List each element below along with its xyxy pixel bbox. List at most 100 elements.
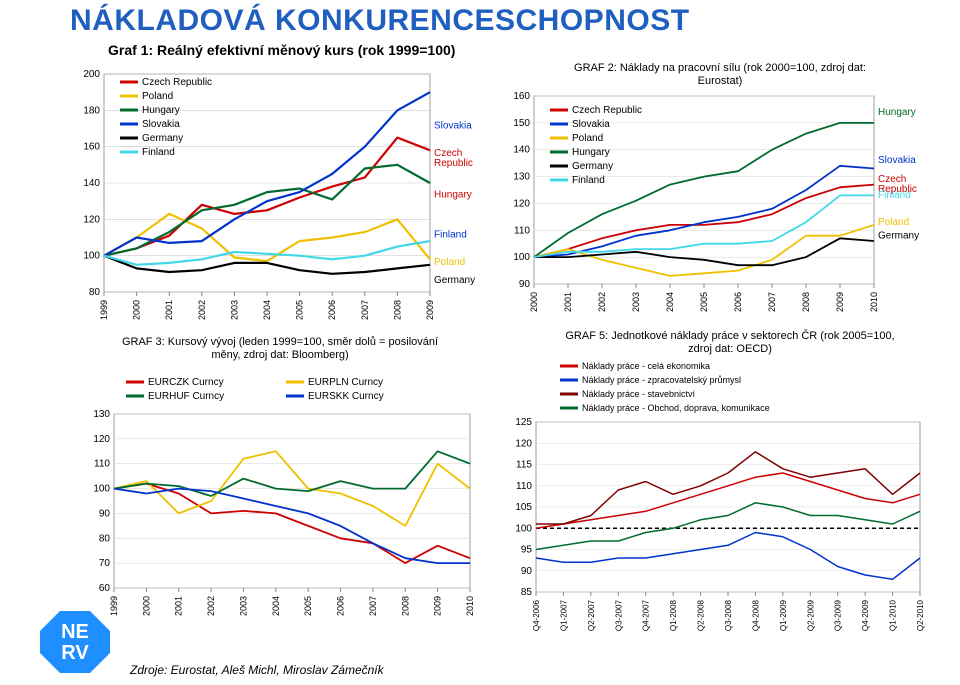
svg-text:Hungary: Hungary [142,105,180,116]
svg-text:Q4-2009: Q4-2009 [861,599,870,631]
svg-text:Náklady práce - Obchod, doprav: Náklady práce - Obchod, doprava, komunik… [582,403,770,413]
svg-text:Q1-2007: Q1-2007 [559,599,568,631]
svg-text:Republic: Republic [434,158,473,169]
svg-text:140: 140 [83,178,100,189]
svg-text:120: 120 [83,214,100,225]
svg-text:2005: 2005 [303,596,313,616]
chart4: 859095100105110115120125Q4-2006Q1-2007Q2… [500,352,930,642]
svg-text:80: 80 [89,287,101,298]
svg-text:Q1-2008: Q1-2008 [669,599,678,631]
svg-text:2000: 2000 [529,292,539,312]
chart2-title: GRAF 2: Náklady na pracovní sílu (rok 20… [560,62,880,88]
svg-text:Náklady práce - stavebnictví: Náklady práce - stavebnictví [582,389,696,399]
svg-text:2007: 2007 [368,596,378,616]
svg-text:2004: 2004 [271,596,281,616]
svg-text:Q3-2009: Q3-2009 [834,599,843,631]
svg-text:2008: 2008 [801,292,811,312]
svg-text:Germany: Germany [142,133,183,144]
chart1-subtitle: Graf 1: Reálný efektivní měnový kurs (ro… [108,42,455,58]
svg-text:2009: 2009 [425,300,435,320]
svg-text:2003: 2003 [238,596,248,616]
svg-text:2003: 2003 [631,292,641,312]
svg-text:Slovakia: Slovakia [878,155,916,166]
svg-text:100: 100 [515,523,532,534]
svg-text:EURSKK Curncy: EURSKK Curncy [308,391,384,402]
svg-text:Finland: Finland [878,190,911,201]
svg-text:130: 130 [513,172,530,183]
svg-text:Germany: Germany [878,230,919,241]
svg-text:2003: 2003 [229,300,239,320]
svg-text:Q4-2008: Q4-2008 [751,599,760,631]
svg-text:Q2-2007: Q2-2007 [587,599,596,631]
svg-text:2002: 2002 [206,596,216,616]
svg-text:Finland: Finland [142,147,175,158]
svg-text:EURPLN Curncy: EURPLN Curncy [308,377,383,388]
svg-text:Q2-2009: Q2-2009 [806,599,815,631]
svg-text:90: 90 [521,566,533,577]
svg-text:120: 120 [515,438,532,449]
chart1: 8010012014016018020019992000200120022003… [70,68,490,328]
svg-text:160: 160 [513,91,530,102]
svg-text:Slovakia: Slovakia [572,119,610,130]
svg-text:105: 105 [515,502,532,513]
svg-text:Czech Republic: Czech Republic [572,105,642,116]
svg-text:180: 180 [83,105,100,116]
svg-text:120: 120 [93,434,110,445]
svg-text:EURCZK Curncy: EURCZK Curncy [148,377,224,388]
svg-text:2005: 2005 [699,292,709,312]
svg-text:60: 60 [99,583,111,594]
svg-text:90: 90 [99,508,111,519]
svg-text:110: 110 [516,481,532,492]
svg-text:Poland: Poland [572,133,603,144]
svg-text:120: 120 [513,198,530,209]
svg-text:100: 100 [93,484,110,495]
svg-text:Germany: Germany [434,275,475,286]
svg-text:2005: 2005 [295,300,305,320]
svg-text:Q4-2006: Q4-2006 [532,599,541,631]
svg-text:Hungary: Hungary [878,107,916,118]
svg-text:Q2-2008: Q2-2008 [697,599,706,631]
svg-text:2010: 2010 [465,596,475,616]
svg-text:RV: RV [61,642,89,664]
svg-text:2000: 2000 [132,300,142,320]
svg-text:Q4-2007: Q4-2007 [642,599,651,631]
chart1-svg: 8010012014016018020019992000200120022003… [70,68,490,328]
svg-text:Poland: Poland [878,217,909,228]
source-text: Zdroje: Eurostat, Aleš Michl, Miroslav Z… [130,663,384,677]
svg-text:2002: 2002 [597,292,607,312]
svg-text:NE: NE [61,621,89,643]
chart3-title: GRAF 3: Kursový vývoj (leden 1999=100, s… [110,336,450,362]
svg-text:90: 90 [519,279,531,290]
svg-text:2009: 2009 [835,292,845,312]
svg-text:2000: 2000 [141,596,151,616]
svg-text:2007: 2007 [360,300,370,320]
svg-text:110: 110 [514,225,530,236]
svg-text:125: 125 [515,417,532,428]
svg-text:Q1-2009: Q1-2009 [779,599,788,631]
svg-text:2004: 2004 [665,292,675,312]
svg-text:Q3-2007: Q3-2007 [614,599,623,631]
svg-text:Hungary: Hungary [434,190,472,201]
svg-text:70: 70 [99,558,111,569]
svg-text:Slovakia: Slovakia [142,119,180,130]
svg-text:2008: 2008 [400,596,410,616]
svg-text:2001: 2001 [563,292,573,312]
svg-text:Náklady práce - zpracovatelský: Náklady práce - zpracovatelský průmysl [582,375,741,385]
svg-text:2004: 2004 [262,300,272,320]
chart3: 6070809010011012013019992000200120022003… [80,368,480,628]
svg-text:2009: 2009 [433,596,443,616]
chart4-svg: 859095100105110115120125Q4-2006Q1-2007Q2… [500,352,930,642]
svg-text:200: 200 [83,69,100,80]
svg-text:160: 160 [83,142,100,153]
svg-text:Finland: Finland [434,230,467,241]
svg-text:1999: 1999 [99,300,109,320]
svg-text:Finland: Finland [572,175,605,186]
svg-text:Germany: Germany [572,161,613,172]
svg-text:2006: 2006 [336,596,346,616]
svg-text:150: 150 [513,118,530,129]
svg-text:85: 85 [521,587,533,598]
svg-text:110: 110 [94,459,110,470]
svg-text:2006: 2006 [327,300,337,320]
svg-text:EURHUF Curncy: EURHUF Curncy [148,391,224,402]
svg-text:80: 80 [99,533,111,544]
